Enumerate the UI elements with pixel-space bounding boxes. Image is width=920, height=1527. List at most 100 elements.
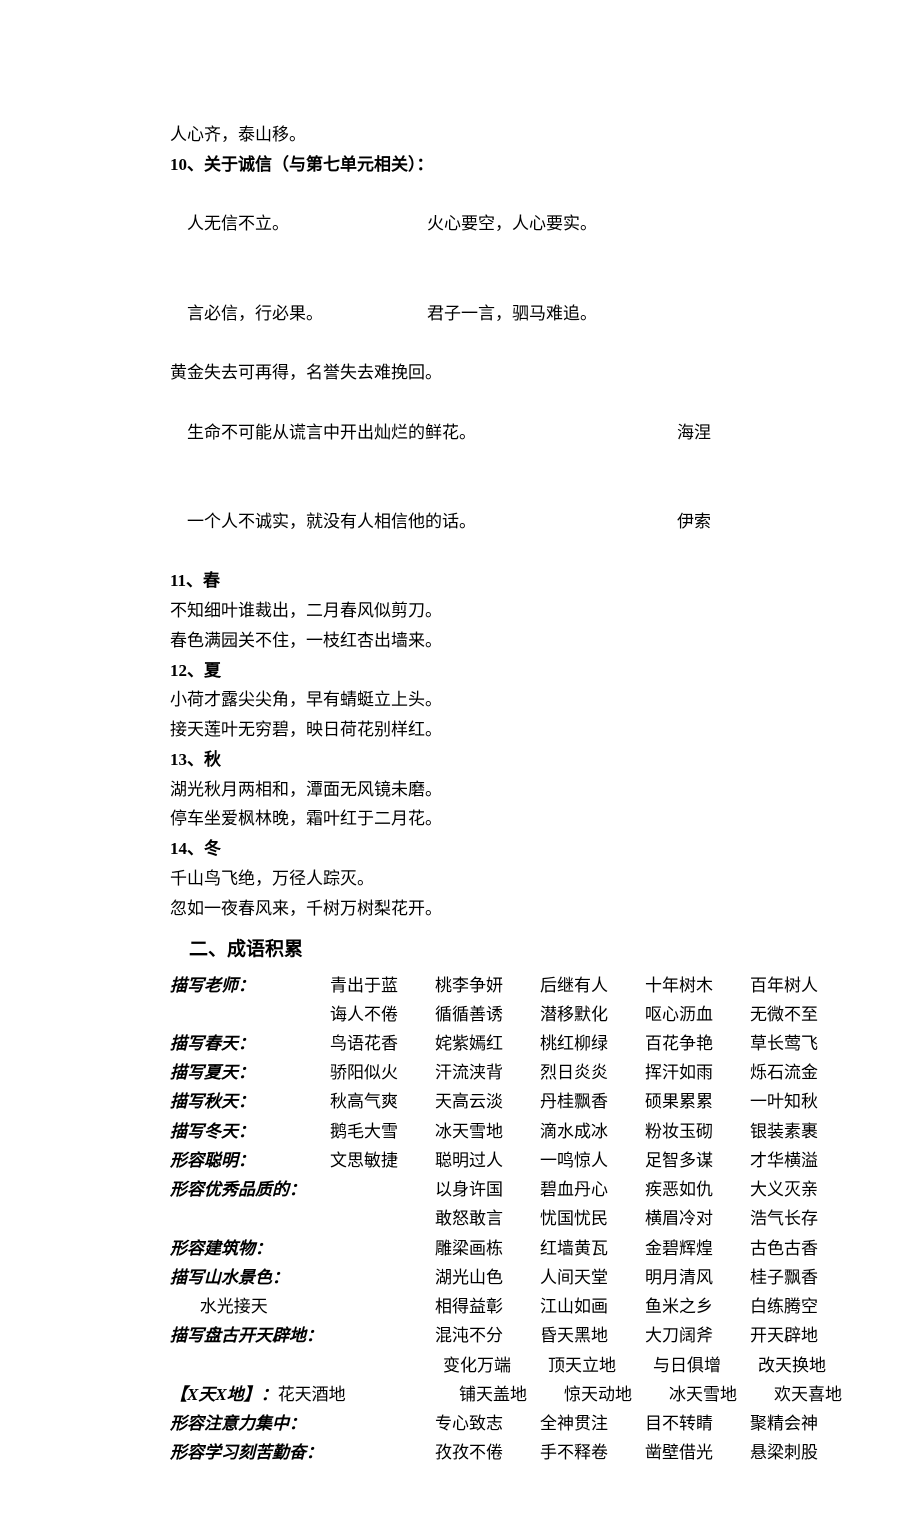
idiom-section-heading: 二、成语积累 xyxy=(170,933,760,966)
idiom-cell: 汗流浃背 xyxy=(435,1058,540,1087)
idiom-category-label: 描写春天： xyxy=(170,1029,330,1058)
idiom-cell xyxy=(330,1204,435,1233)
idiom-cell: 以身许国 xyxy=(435,1175,540,1204)
idiom-cell: 秋高气爽 xyxy=(330,1087,435,1116)
idiom-cell: 大刀阔斧 xyxy=(645,1321,750,1350)
idiom-cell: 挥汗如雨 xyxy=(645,1058,750,1087)
idiom-cell xyxy=(330,1321,435,1350)
season-heading: 14、冬 xyxy=(170,834,760,864)
idiom-category-label: 描写老师： xyxy=(170,971,330,1000)
idiom-cell: 银装素裹 xyxy=(750,1117,855,1146)
idiom-cell: 后继有人 xyxy=(540,971,645,1000)
idiom-cell: 聪明过人 xyxy=(435,1146,540,1175)
idiom-cell: 湖光山色 xyxy=(435,1263,540,1292)
body-line: 停车坐爱枫林晚，霜叶红于二月花。 xyxy=(170,804,760,834)
idiom-table: 描写老师：青出于蓝桃李争妍后继有人十年树木百年树人诲人不倦循循善诱潜移默化呕心沥… xyxy=(170,971,760,1468)
idiom-cells: 鸟语花香姹紫嫣红桃红柳绿百花争艳草长莺飞 xyxy=(330,1029,855,1058)
idiom-cell: 白练腾空 xyxy=(750,1292,855,1321)
text-left: 人无信不立。 xyxy=(187,209,427,239)
idiom-category-label: 【X天X地】：花天酒地 xyxy=(170,1380,346,1409)
idiom-cell: 骄阳似火 xyxy=(330,1058,435,1087)
idiom-category-label: 描写秋天： xyxy=(170,1087,330,1116)
body-line: 接天莲叶无穷碧，映日荷花别样红。 xyxy=(170,715,760,745)
idiom-cell: 浩气长存 xyxy=(750,1204,855,1233)
idiom-row: 形容建筑物：雕梁画栋红墙黄瓦金碧辉煌古色古香 xyxy=(170,1234,760,1263)
idiom-row: 敢怒敢言忧国忧民横眉冷对浩气长存 xyxy=(170,1204,760,1233)
idiom-cell: 目不转睛 xyxy=(645,1409,750,1438)
idiom-cell: 江山如画 xyxy=(540,1292,645,1321)
idiom-category-label: 描写盘古开天辟地： xyxy=(170,1321,330,1350)
idiom-category-label xyxy=(170,1204,330,1233)
idiom-cell: 冰天雪地 xyxy=(435,1117,540,1146)
season-heading: 11、春 xyxy=(170,566,760,596)
idiom-category-label: 形容建筑物： xyxy=(170,1234,330,1263)
idiom-cell: 烈日炎炎 xyxy=(540,1058,645,1087)
idiom-category-label: 描写冬天： xyxy=(170,1117,330,1146)
idiom-cell: 丹桂飘香 xyxy=(540,1087,645,1116)
idiom-category-label: 形容聪明： xyxy=(170,1146,330,1175)
idiom-cell: 悬梁刺股 xyxy=(750,1438,855,1467)
idiom-cells: 秋高气爽天高云淡丹桂飘香硕果累累一叶知秋 xyxy=(330,1087,855,1116)
idiom-cell: 粉妆玉砌 xyxy=(645,1117,750,1146)
idiom-cell: 雕梁画栋 xyxy=(435,1234,540,1263)
idiom-row: 形容注意力集中：专心致志全神贯注目不转睛聚精会神 xyxy=(170,1409,760,1438)
idiom-cell: 鹅毛大雪 xyxy=(330,1117,435,1146)
idiom-cell: 滴水成冰 xyxy=(540,1117,645,1146)
idiom-cell: 疾恶如仇 xyxy=(645,1175,750,1204)
idiom-cell: 百年树人 xyxy=(750,971,855,1000)
idiom-cells: 孜孜不倦手不释卷凿壁借光悬梁刺股 xyxy=(330,1438,855,1467)
idiom-cell: 文思敏捷 xyxy=(330,1146,435,1175)
idiom-cell: 诲人不倦 xyxy=(330,1000,435,1029)
idiom-row: 描写夏天：骄阳似火汗流浃背烈日炎炎挥汗如雨烁石流金 xyxy=(170,1058,760,1087)
idiom-cell: 红墙黄瓦 xyxy=(540,1234,645,1263)
idiom-cells: 以身许国碧血丹心疾恶如仇大义灭亲 xyxy=(330,1175,855,1204)
body-line: 湖光秋月两相和，潭面无风镜未磨。 xyxy=(170,775,760,805)
quote-text: 一个人不诚实，就没有人相信他的话。 xyxy=(187,507,677,537)
idiom-cells: 诲人不倦循循善诱潜移默化呕心沥血无微不至 xyxy=(330,1000,855,1029)
idiom-cell: 昏天黑地 xyxy=(540,1321,645,1350)
idiom-row: 变化万端顶天立地与日俱增改天换地 xyxy=(170,1351,760,1380)
idiom-row: 描写盘古开天辟地：混沌不分昏天黑地大刀阔斧开天辟地 xyxy=(170,1321,760,1350)
idiom-cell: 开天辟地 xyxy=(750,1321,855,1350)
idiom-cells: 青出于蓝桃李争妍后继有人十年树木百年树人 xyxy=(330,971,855,1000)
idiom-cells: 敢怒敢言忧国忧民横眉冷对浩气长存 xyxy=(330,1204,855,1233)
document-page: 人心齐，泰山移。 10、关于诚信（与第七单元相关）： 人无信不立。火心要空，人心… xyxy=(0,0,920,1527)
idiom-category-label: 形容注意力集中： xyxy=(170,1409,330,1438)
body-line: 忽如一夜春风来，千树万树梨花开。 xyxy=(170,894,760,924)
body-line: 生命不可能从谎言中开出灿烂的鲜花。海涅 xyxy=(170,388,760,477)
idiom-cell: 与日俱增 xyxy=(645,1351,750,1380)
idiom-cell: 天高云淡 xyxy=(435,1087,540,1116)
idiom-cell xyxy=(330,1234,435,1263)
idiom-cell: 顶天立地 xyxy=(540,1351,645,1380)
idiom-cells: 骄阳似火汗流浃背烈日炎炎挥汗如雨烁石流金 xyxy=(330,1058,855,1087)
idiom-cell: 相得益彰 xyxy=(435,1292,540,1321)
idiom-cell: 桂子飘香 xyxy=(750,1263,855,1292)
text-right: 君子一言，驷马难追。 xyxy=(427,304,597,323)
idiom-row: 诲人不倦循循善诱潜移默化呕心沥血无微不至 xyxy=(170,1000,760,1029)
body-line: 一个人不诚实，就没有人相信他的话。伊索 xyxy=(170,477,760,566)
idiom-cells: 专心致志全神贯注目不转睛聚精会神 xyxy=(330,1409,855,1438)
body-line: 言必信，行必果。君子一言，驷马难追。 xyxy=(170,269,760,358)
idiom-cell xyxy=(330,1409,435,1438)
idiom-cell xyxy=(330,1175,435,1204)
section-heading: 10、关于诚信（与第七单元相关）： xyxy=(170,150,760,180)
idiom-category-label: 形容优秀品质的： xyxy=(170,1175,330,1204)
idiom-cell: 手不释卷 xyxy=(540,1438,645,1467)
idiom-cell: 草长莺飞 xyxy=(750,1029,855,1058)
idiom-row: 形容聪明：文思敏捷聪明过人一鸣惊人足智多谋才华横溢 xyxy=(170,1146,760,1175)
idiom-row: 水光接天相得益彰江山如画鱼米之乡白练腾空 xyxy=(170,1292,760,1321)
idiom-cells: 鹅毛大雪冰天雪地滴水成冰粉妆玉砌银装素裹 xyxy=(330,1117,855,1146)
idiom-cell xyxy=(330,1292,435,1321)
idiom-cell: 金碧辉煌 xyxy=(645,1234,750,1263)
idiom-cell: 一鸣惊人 xyxy=(540,1146,645,1175)
idiom-cells: 相得益彰江山如画鱼米之乡白练腾空 xyxy=(330,1292,855,1321)
idiom-cell: 孜孜不倦 xyxy=(435,1438,540,1467)
text-right: 火心要空，人心要实。 xyxy=(427,214,597,233)
idiom-cell: 欢天喜地 xyxy=(766,1380,871,1409)
idiom-cell: 聚精会神 xyxy=(750,1409,855,1438)
idiom-cell: 明月清风 xyxy=(645,1263,750,1292)
idiom-cells: 混沌不分昏天黑地大刀阔斧开天辟地 xyxy=(330,1321,855,1350)
season-heading: 13、秋 xyxy=(170,745,760,775)
idiom-cell: 凿壁借光 xyxy=(645,1438,750,1467)
idiom-cells: 湖光山色人间天堂明月清风桂子飘香 xyxy=(330,1263,855,1292)
